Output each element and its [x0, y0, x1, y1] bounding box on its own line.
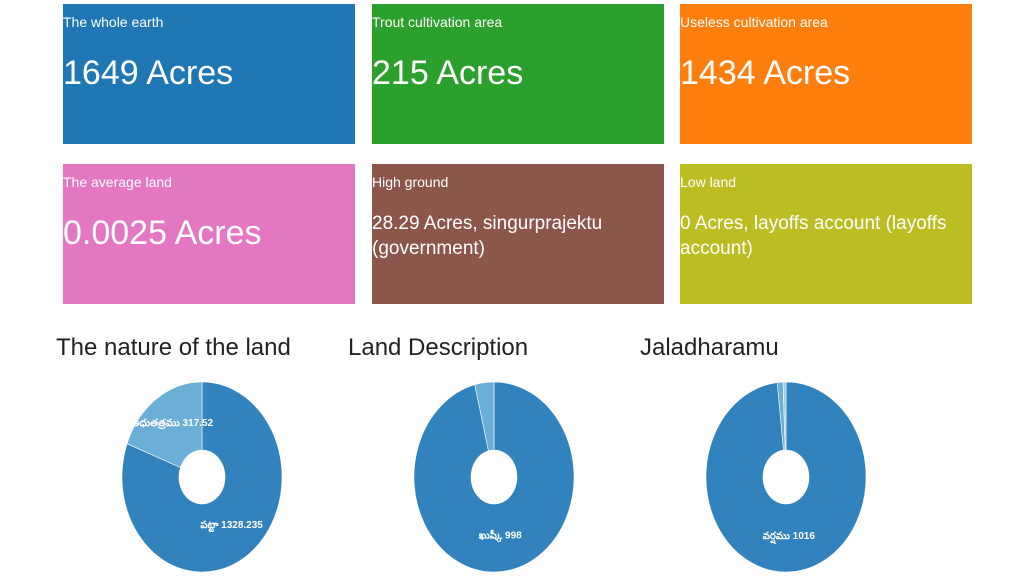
tile-label: High ground	[372, 174, 449, 190]
donut-chart-land-description: ఖుష్కీ 998	[413, 381, 575, 573]
pie-slice	[782, 381, 787, 451]
slice-label: పట్టా 1328.235	[200, 520, 263, 533]
tile-value: 215 Acres	[372, 54, 524, 92]
tile-value: 1434 Acres	[680, 54, 851, 92]
chart-title-nature-of-land: The nature of the land	[56, 334, 291, 361]
donut-chart-jaladharamu: వర్షము 1016	[705, 381, 867, 573]
tile-label: The whole earth	[63, 14, 164, 30]
chart-title-land-description: Land Description	[348, 334, 529, 361]
tile-high-ground: High ground 28.29 Acres, singurprajektu …	[372, 164, 664, 304]
donut-chart-nature-of-land: పట్టా 1328.235 అధుతత్రము 317.52	[121, 381, 283, 573]
tile-value: 0.0025 Acres	[63, 214, 262, 252]
tile-low-land: Low land 0 Acres, layoffs account (layof…	[680, 164, 972, 304]
tile-trout-cultivation-area: Trout cultivation area 215 Acres	[372, 4, 664, 144]
tile-average-land: The average land 0.0025 Acres	[63, 164, 355, 304]
tile-value: 1649 Acres	[63, 54, 234, 92]
tile-whole-earth: The whole earth 1649 Acres	[63, 4, 355, 144]
tile-useless-cultivation-area: Useless cultivation area 1434 Acres	[680, 4, 972, 144]
tile-value: 0 Acres, layoffs account (layoffs accoun…	[680, 213, 947, 259]
chart-title-jaladharamu: Jaladharamu	[640, 334, 779, 361]
slice-label: ఖుష్కీ 998	[479, 530, 522, 543]
pie-slice	[474, 381, 495, 452]
tile-label: Useless cultivation area	[680, 14, 828, 30]
slice-label: వర్షము 1016	[763, 531, 816, 544]
pie-slice	[413, 381, 575, 573]
tile-label: Trout cultivation area	[372, 14, 503, 30]
tile-label: Low land	[680, 174, 737, 190]
pie-slice	[121, 381, 283, 573]
slice-label: అధుతత్రము 317.52	[132, 418, 214, 430]
tile-label: The average land	[63, 174, 172, 190]
tile-value: 28.29 Acres, singurprajektu (government)	[372, 213, 603, 259]
pie-slice	[126, 381, 203, 468]
pie-slice	[705, 381, 867, 573]
